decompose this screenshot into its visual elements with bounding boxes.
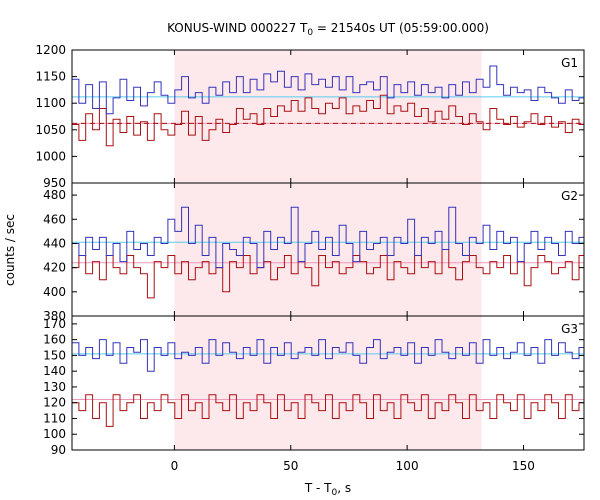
y-tick-label: 140 (43, 364, 66, 378)
y-tick-label: 170 (43, 317, 66, 331)
y-tick-label: 1100 (35, 96, 66, 110)
panel-frame (71, 315, 585, 451)
panel-plot-area (72, 339, 584, 427)
x-tick-label: 150 (512, 459, 535, 473)
chart-title: KONUS-WIND 000227 T0 = 21540s UT (05:59:… (167, 21, 489, 38)
panel-plot-area (72, 65, 584, 147)
y-tick-label: 150 (43, 348, 66, 362)
x-tick-label: 50 (283, 459, 298, 473)
y-tick-label: 1150 (35, 70, 66, 84)
upper-trace (72, 339, 584, 372)
x-axis-label: T - T0, s (304, 481, 351, 498)
highlight-band (174, 50, 482, 183)
panel-label: G3 (561, 322, 578, 336)
y-tick-label: 1000 (35, 149, 66, 163)
y-tick-label: 1050 (35, 123, 66, 137)
upper-trace (72, 206, 584, 269)
lower-trace (72, 394, 584, 427)
y-tick-label: 1200 (35, 43, 66, 57)
panels: 95010001050110011501200G1380400420440460… (35, 43, 585, 473)
upper-trace (72, 65, 584, 115)
y-tick-label: 480 (43, 188, 66, 202)
lower-trace (72, 249, 584, 299)
x-tick-label: 100 (396, 459, 419, 473)
panel-label: G1 (561, 56, 578, 70)
highlight-band (174, 316, 482, 450)
panel-g1: 950 1000 1050 1100 1150 1200 G1 (35, 43, 585, 190)
y-tick-label: 120 (43, 396, 66, 410)
y-tick-label: 440 (43, 236, 66, 250)
y-tick-label: 460 (43, 212, 66, 226)
y-tick-label: 130 (43, 380, 66, 394)
y-tick-label: 420 (43, 261, 66, 275)
y-tick-label: 160 (43, 333, 66, 347)
y-tick-label: 950 (43, 176, 66, 190)
y-tick-label: 400 (43, 285, 66, 299)
highlight-band (174, 183, 482, 316)
y-axis-label: counts / sec (3, 214, 17, 286)
lower-trace (72, 94, 584, 147)
y-tick-label: 110 (43, 411, 66, 425)
panel-g2: 380 400 420 440 460 480 G2 (43, 182, 585, 323)
y-tick-label: 90 (51, 443, 66, 457)
panel-label: G2 (561, 189, 578, 203)
y-tick-label: 100 (43, 427, 66, 441)
y-tick-label: 380 (43, 309, 66, 323)
panel-plot-area (72, 206, 584, 299)
x-tick-label: 0 (171, 459, 179, 473)
